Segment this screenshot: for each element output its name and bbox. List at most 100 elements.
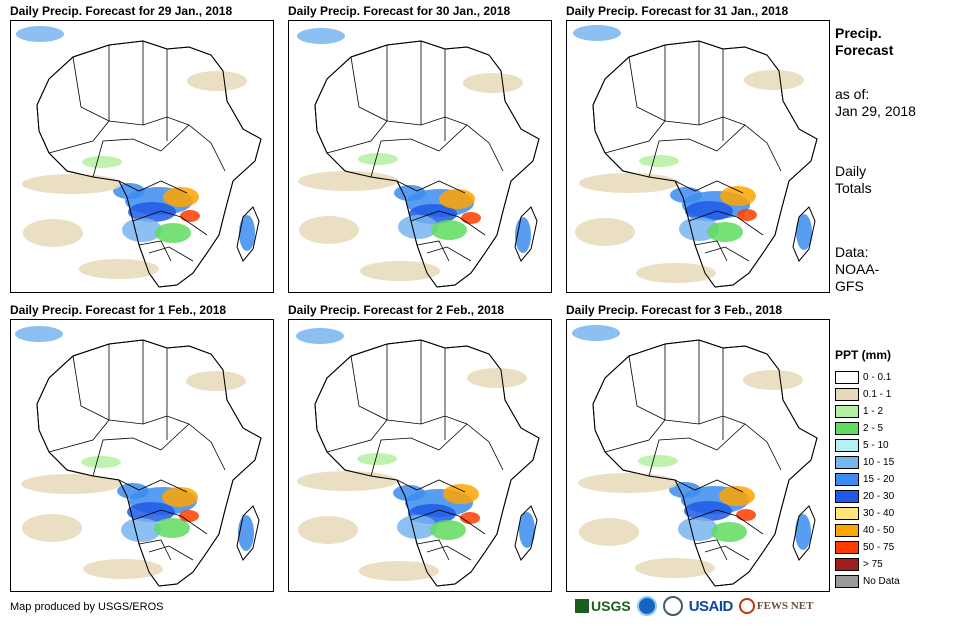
precip-patch: [22, 174, 122, 194]
country-border: [704, 246, 750, 262]
country-border: [648, 138, 718, 178]
country-border: [396, 180, 466, 194]
precip-patch: [670, 187, 702, 203]
country-border: [674, 479, 744, 493]
precip-patch: [238, 515, 254, 551]
precip-patch: [82, 156, 122, 168]
country-border: [72, 355, 190, 425]
country-border: [138, 240, 172, 262]
info-title-line1: Precip.: [835, 25, 882, 41]
precip-patch: [81, 456, 121, 468]
precip-patch: [398, 215, 438, 239]
madagascar-outline: [792, 505, 816, 561]
precip-patch: [684, 501, 732, 521]
panel-title: Daily Precip. Forecast for 1 Feb., 2018: [10, 303, 227, 317]
forecast-map: [288, 319, 552, 592]
precip-patch: [180, 210, 200, 222]
map-credit: Map produced by USGS/EROS: [10, 601, 164, 613]
legend-swatch: [835, 371, 859, 384]
precip-patch: [669, 482, 701, 498]
legend-label: 1 - 2: [863, 406, 884, 417]
coastline: [314, 339, 540, 587]
legend-swatch: [835, 422, 859, 435]
country-border: [92, 437, 162, 477]
legend-item: 0.1 - 1: [835, 386, 900, 403]
coastline: [592, 339, 818, 587]
country-border: [370, 437, 440, 477]
precip-patch: [678, 517, 718, 541]
totals-line1: Daily: [835, 163, 867, 179]
precip-patch: [796, 214, 812, 250]
country-border: [350, 56, 468, 126]
precip-patch: [360, 261, 440, 281]
country-border: [438, 423, 504, 471]
info-data-source: Data: NOAA- GFS: [835, 244, 879, 295]
precip-patch: [23, 219, 83, 247]
legend-item: 0 - 0.1: [835, 369, 900, 386]
precip-patch: [15, 326, 63, 342]
country-border: [426, 246, 472, 262]
precip-patch: [636, 263, 716, 283]
country-border: [438, 124, 504, 172]
precip-patch: [298, 171, 398, 191]
precip-patch: [639, 155, 679, 167]
country-border: [118, 180, 188, 194]
legend-label: No Data: [863, 576, 900, 587]
legend-label: > 75: [863, 559, 883, 570]
country-border: [704, 545, 750, 561]
legend-swatch: [835, 405, 859, 418]
country-border: [48, 120, 110, 154]
country-border: [674, 180, 744, 194]
precip-patch: [443, 484, 479, 504]
precip-patch: [736, 509, 756, 521]
country-border: [160, 124, 226, 172]
noaa-logo-icon: [636, 596, 657, 616]
country-border: [648, 437, 718, 477]
precip-patch: [357, 453, 397, 465]
precip-patch: [685, 201, 733, 221]
precip-patch: [297, 471, 397, 491]
forecast-panel-1: Daily Precip. Forecast for 29 Jan., 2018: [10, 3, 276, 293]
precip-patch: [79, 259, 159, 279]
africa-map-svg: [297, 28, 540, 288]
country-border: [426, 545, 472, 561]
info-asof: as of: Jan 29, 2018: [835, 86, 916, 120]
legend-swatch: [835, 558, 859, 571]
info-title: Precip. Forecast: [835, 25, 893, 59]
legend-item: 1 - 2: [835, 403, 900, 420]
forecast-panel-4: Daily Precip. Forecast for 1 Feb., 2018: [10, 302, 276, 592]
legend-title: PPT (mm): [835, 348, 892, 362]
precip-patch: [430, 520, 466, 540]
country-border: [416, 539, 450, 561]
africa-map-svg: [573, 25, 818, 288]
coastline: [592, 40, 818, 288]
country-border: [628, 56, 746, 126]
forecast-panel-3: Daily Precip. Forecast for 31 Jan., 2018: [566, 3, 832, 293]
country-border: [132, 509, 208, 535]
coastline: [36, 339, 262, 587]
precip-patch: [127, 502, 175, 522]
precip-patch: [707, 222, 743, 242]
precip-patch: [397, 515, 437, 539]
legend-swatch: [835, 541, 859, 554]
legend-swatch: [835, 388, 859, 401]
asof-date: Jan 29, 2018: [835, 103, 916, 119]
legend-swatch: [835, 490, 859, 503]
precip-patch: [128, 202, 176, 222]
precip-patch: [186, 371, 246, 391]
africa-map-svg: [15, 326, 262, 587]
country-border: [410, 509, 486, 535]
globe-icon: [738, 598, 755, 614]
legend-item: 15 - 20: [835, 471, 900, 488]
country-border: [138, 539, 172, 561]
legend-swatch: [835, 575, 859, 588]
legend-label: 50 - 75: [863, 542, 895, 553]
precip-patch: [162, 487, 198, 507]
precip-patch: [299, 216, 359, 244]
precip-patch: [113, 183, 145, 199]
country-border: [628, 355, 746, 425]
forecast-map: [288, 20, 552, 293]
country-border: [326, 419, 388, 453]
coastline: [314, 40, 540, 288]
legend-label: 15 - 20: [863, 474, 895, 485]
